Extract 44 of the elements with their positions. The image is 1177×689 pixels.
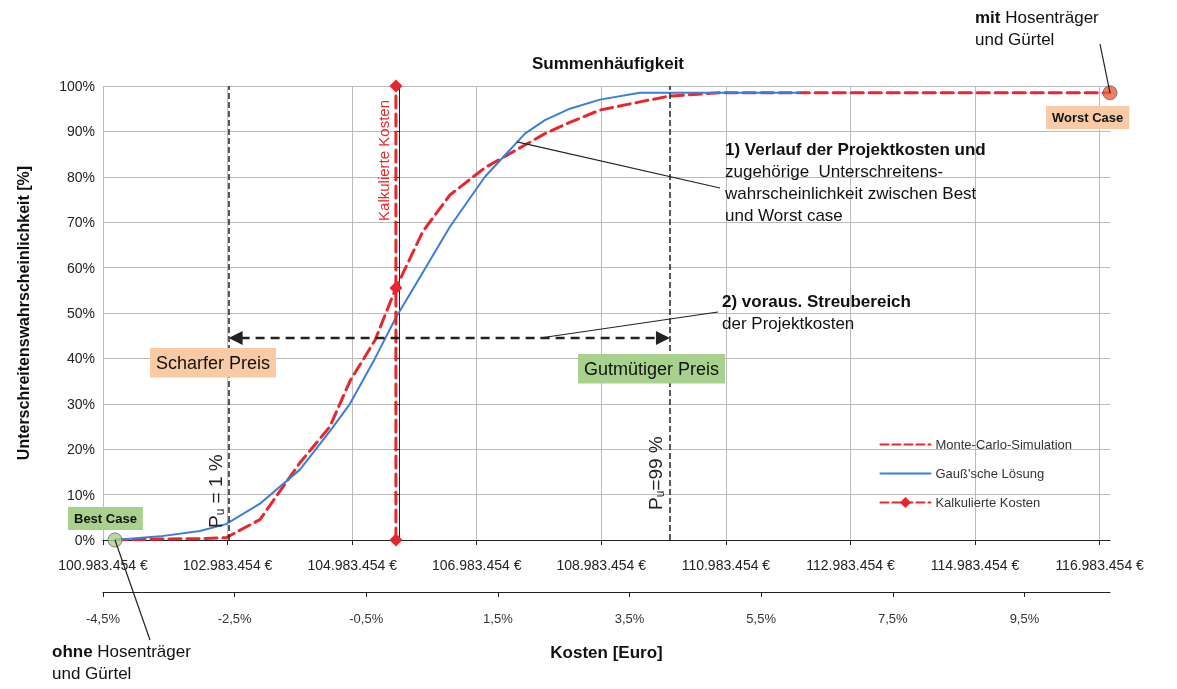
x-tick-label: 106.983.454 € [431, 557, 522, 573]
y-tick-label: 50% [66, 305, 95, 321]
annotation: Scharfer Preis [156, 352, 271, 373]
annotation: Best Case [74, 510, 137, 526]
x-tick-label: 102.983.454 € [182, 557, 273, 573]
legend-label: Kalkulierte Kosten [935, 495, 1041, 510]
x2-tick-label: -0,5% [349, 611, 384, 626]
annotation: ohne Hosenträger und Gürtel [52, 641, 192, 683]
y-tick-label: 80% [66, 168, 95, 185]
y-tick-label: 0% [74, 532, 95, 548]
annotation: Gutmütiger Preis [584, 358, 720, 379]
y-tick-label: 70% [66, 214, 95, 231]
x-tick-label: 112.983.454 € [806, 557, 895, 573]
x2-tick-label: 5,5% [746, 611, 777, 626]
annotation: 2) voraus. Streubereich der Projektkosten [722, 291, 911, 333]
x2-tick-label: 3,5% [614, 611, 645, 626]
y-tick-label: 30% [66, 395, 95, 412]
y-tick-label: 10% [66, 486, 95, 503]
x-tick-label: 114.983.454 € [930, 557, 1020, 573]
y-tick-label: 60% [66, 259, 95, 276]
y-tick-label: 100% [59, 78, 95, 94]
legend-label: Monte-Carlo-Simulation [935, 437, 1073, 452]
x-tick-label: 116.983.454 € [1055, 557, 1145, 573]
x2-tick-label: 7,5% [877, 611, 909, 626]
chart-title: Summenhäufigkeit [531, 54, 685, 73]
x-tick-label: 110.983.454 € [681, 557, 771, 573]
text: Kalkulierte Kosten [375, 100, 393, 221]
y-tick-label: 90% [66, 123, 95, 140]
annotation: Pu = 1 % [204, 454, 227, 528]
x2-tick-label: -4,5% [86, 611, 121, 626]
annotation: Worst Case [1052, 109, 1124, 125]
x-tick-label: 104.983.454 € [307, 557, 398, 573]
x2-tick-label: 1,5% [483, 611, 514, 626]
x-axis-title: Kosten [Euro] [550, 643, 663, 662]
annotation: Pu=99 % [644, 436, 667, 510]
y-axis-title: Unterschreitenswahrscheinlichkeit [%] [14, 165, 32, 461]
y-tick-label: 20% [66, 441, 95, 458]
annotation: 1) Verlauf der Projektkosten und zugehörige Unterschreitens- wahrscheinlichkeit zwischen Best und Worst case [724, 139, 986, 225]
annotation: mit Hosenträger und Gürtel [975, 7, 1100, 49]
legend-label: Gauß'sche Lösung [935, 466, 1045, 481]
x2-tick-label: 9,5% [1009, 611, 1040, 626]
x-tick-label: 108.983.454 € [556, 557, 647, 573]
y-tick-label: 40% [66, 350, 95, 367]
x2-tick-label: -2,5% [217, 611, 253, 626]
